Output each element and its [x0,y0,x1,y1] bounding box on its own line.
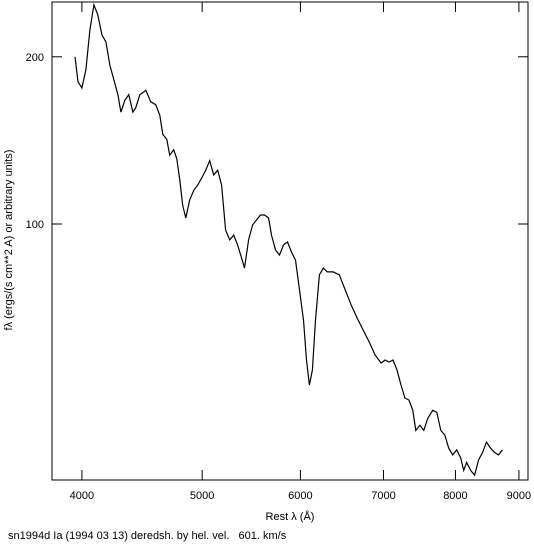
x-axis-label: Rest λ (Å) [266,510,315,523]
spectrum-line [74,2,503,477]
y-tick-label: 100 [26,219,44,231]
x-tick-label: 7000 [371,490,395,502]
plot-frame [51,1,529,481]
y-axis-label: fλ (ergs/(s cm**2 A) or arbitrary units) [3,150,15,331]
chart-title: sn1994d Ia (1994 03 13) deredsh. by hel.… [8,530,287,542]
x-tick-label: 6000 [288,490,312,502]
x-tick-label: 4000 [70,490,94,502]
x-tick-label: 9000 [507,490,531,502]
x-tick-label: 8000 [443,490,467,502]
y-tick-label: 200 [26,52,44,64]
x-tick-label: 5000 [190,490,214,502]
